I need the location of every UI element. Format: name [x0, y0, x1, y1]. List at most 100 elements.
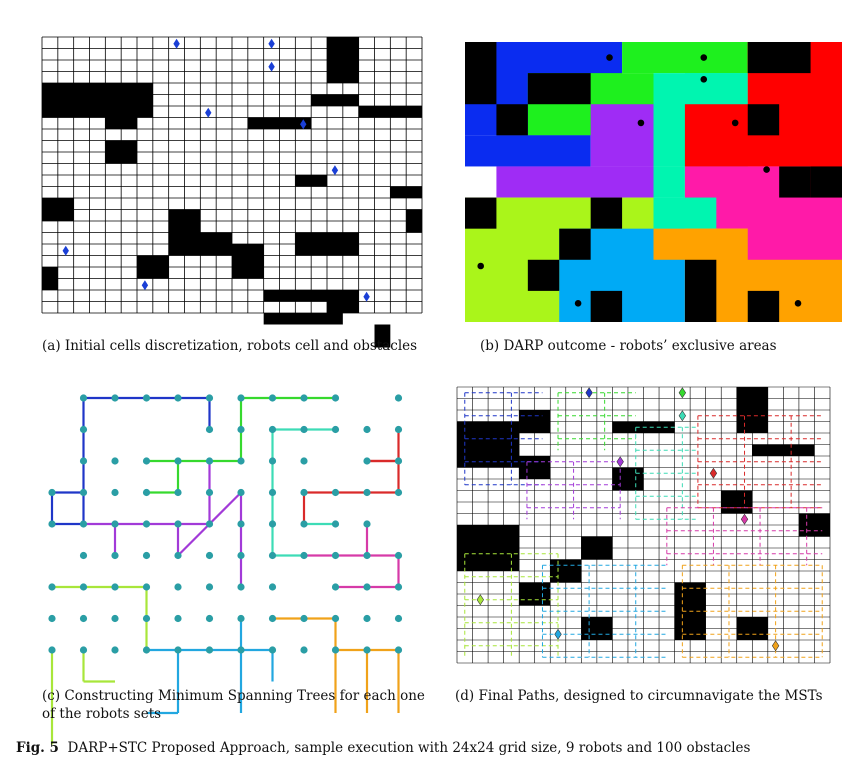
- tree-node: [142, 646, 151, 654]
- area-region: [779, 166, 811, 198]
- tree-node: [79, 551, 88, 560]
- tree-node: [237, 457, 245, 465]
- area-region: [496, 104, 528, 136]
- tree-node: [205, 457, 214, 465]
- robot-marker: [771, 640, 780, 652]
- tree-node: [237, 551, 245, 560]
- robot-marker: [173, 38, 180, 49]
- robot-marker: [585, 387, 593, 399]
- robot-dot: [731, 119, 739, 127]
- tree-node: [268, 457, 277, 465]
- tree-node: [300, 614, 308, 623]
- tree-node: [394, 457, 403, 465]
- tree-node: [142, 520, 151, 528]
- tree-node: [205, 614, 214, 623]
- tree-node: [394, 394, 403, 402]
- area-region: [653, 166, 685, 198]
- tree-node: [268, 394, 277, 402]
- area-region: [747, 42, 811, 74]
- panel-c-trees: [48, 394, 403, 745]
- robot-marker: [678, 387, 687, 399]
- tree-node: [111, 551, 119, 560]
- tree-node: [300, 488, 308, 497]
- panel-d-paths: [456, 386, 831, 664]
- robot-dot: [700, 54, 708, 61]
- tree-node: [205, 488, 214, 497]
- robot-dot: [700, 76, 708, 83]
- robot-dot: [477, 262, 485, 270]
- robot-marker: [141, 280, 149, 291]
- panel-b-areas: [465, 42, 842, 322]
- robot-dot: [794, 300, 802, 307]
- tree-node: [394, 583, 403, 591]
- tree-node: [48, 583, 56, 591]
- area-region: [527, 259, 560, 291]
- tree-node: [79, 394, 88, 402]
- tree-node: [48, 520, 56, 528]
- area-region: [590, 290, 623, 322]
- area-region: [684, 73, 748, 105]
- tree-node: [205, 583, 214, 591]
- tree-node: [111, 488, 119, 497]
- obstacle-cell: [374, 324, 391, 348]
- tree-node: [205, 425, 214, 434]
- area-region: [465, 197, 497, 229]
- tree-node: [237, 394, 245, 402]
- robot-marker: [678, 410, 687, 422]
- robot-dot: [763, 166, 770, 173]
- tree-node: [48, 488, 56, 497]
- tree-node: [394, 425, 403, 434]
- robot-dot: [574, 300, 582, 307]
- tree-node: [300, 394, 308, 402]
- area-region: [590, 197, 623, 229]
- tree-node: [363, 425, 371, 434]
- figure-label: Fig. 5: [16, 740, 59, 756]
- tree-node: [268, 551, 277, 560]
- robot-marker: [205, 107, 212, 118]
- area-region: [653, 197, 717, 229]
- area-region: [465, 42, 497, 105]
- tree-node: [331, 394, 340, 402]
- tree-node: [268, 614, 277, 623]
- tree-node: [394, 551, 403, 560]
- tree-node: [331, 551, 340, 560]
- tree-node: [174, 394, 182, 402]
- tree-node: [79, 520, 88, 528]
- tree-node: [331, 646, 340, 654]
- obstacle-cell: [311, 94, 359, 106]
- tree-node: [111, 646, 119, 654]
- panel-b-caption: (b) DARP outcome - robots’ exclusive are…: [480, 338, 777, 354]
- tree-node: [300, 551, 308, 560]
- tree-node: [79, 614, 88, 623]
- tree-node: [174, 520, 182, 528]
- tree-node: [300, 425, 308, 434]
- tree-node: [237, 583, 245, 591]
- tree-node: [237, 425, 245, 434]
- tree-node: [331, 520, 340, 528]
- tree-node: [331, 488, 340, 497]
- tree-node: [79, 457, 88, 465]
- panel-a-grid: [41, 36, 423, 348]
- robot-marker: [331, 165, 339, 176]
- tree-node: [205, 646, 214, 654]
- area-region: [747, 197, 842, 260]
- tree-node: [300, 457, 308, 465]
- robot-marker: [62, 245, 69, 256]
- tree-node: [363, 457, 371, 465]
- tree-node: [174, 457, 182, 465]
- tree-node: [394, 488, 403, 497]
- tree-node: [363, 520, 371, 528]
- tree-node: [79, 488, 88, 497]
- robot-marker: [616, 456, 624, 468]
- obstacle-cell: [263, 313, 343, 325]
- area-region: [747, 290, 780, 322]
- figure-caption-text: DARP+STC Proposed Approach, sample execu…: [67, 740, 751, 756]
- robot-marker: [300, 119, 307, 130]
- robot-dot: [606, 54, 613, 61]
- tree-node: [237, 614, 245, 623]
- tree-node: [142, 583, 151, 591]
- panel-d-caption: (d) Final Paths, designed to circumnavig…: [455, 688, 823, 704]
- tree-node: [268, 583, 277, 591]
- tree-node: [300, 646, 308, 654]
- tree-node: [394, 614, 403, 623]
